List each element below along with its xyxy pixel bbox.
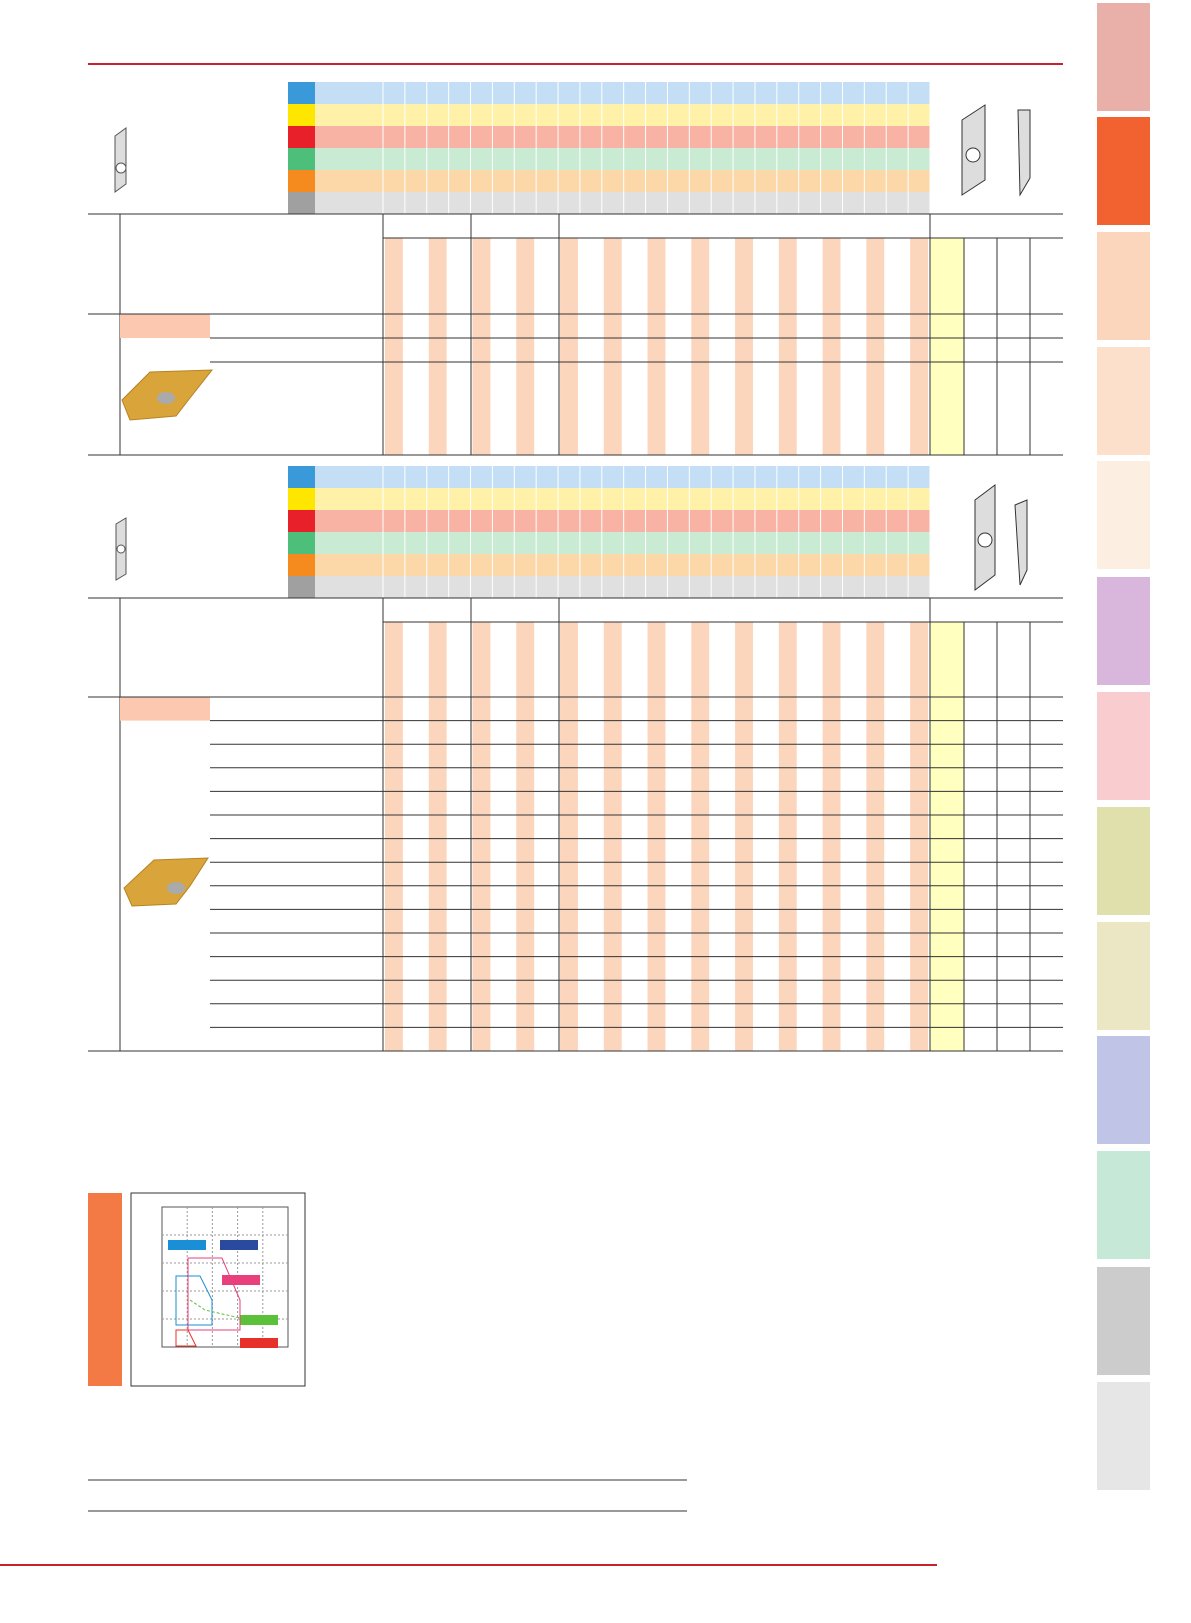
label-cell <box>120 314 210 338</box>
legend-tag <box>168 1240 206 1250</box>
col-stripe <box>691 622 710 1051</box>
grade-band <box>288 148 930 170</box>
grade-marker <box>288 192 315 214</box>
col-stripe <box>516 238 535 455</box>
figure-chart <box>161 1206 289 1348</box>
region <box>187 1257 241 1331</box>
side-tab <box>1097 347 1150 455</box>
grade-marker <box>288 554 315 576</box>
col-stripe <box>428 238 447 455</box>
grade-band <box>288 510 930 532</box>
grade-marker <box>288 510 315 532</box>
insert-screw <box>167 882 185 894</box>
plot-area <box>161 1206 289 1348</box>
region <box>189 1299 241 1319</box>
grade-marker <box>288 576 315 598</box>
grade-marker <box>288 170 315 192</box>
grade-marker <box>288 126 315 148</box>
col-stripe <box>603 622 622 1051</box>
side-tab <box>1097 807 1150 915</box>
section-bar <box>88 1193 122 1386</box>
insert-hole <box>115 162 127 174</box>
grade-band <box>288 104 930 126</box>
highlight-col <box>930 622 964 1051</box>
col-stripe <box>735 238 753 455</box>
grade-marker <box>288 104 315 126</box>
grade-band <box>288 554 930 576</box>
col-stripe <box>691 238 710 455</box>
legend-tag <box>220 1240 258 1250</box>
grade-band <box>288 170 930 192</box>
col-stripe <box>560 238 578 455</box>
side-tabs <box>1097 3 1150 1490</box>
col-stripe <box>647 622 666 1051</box>
insert-hole <box>116 544 126 554</box>
grade-marker <box>288 82 315 104</box>
region <box>175 1329 197 1347</box>
col-stripe <box>735 622 753 1051</box>
grade-marker <box>288 466 315 488</box>
side-tab <box>1097 461 1150 569</box>
col-stripe <box>822 238 841 455</box>
side-tab <box>1097 922 1150 1030</box>
col-stripe <box>866 622 885 1051</box>
col-stripe <box>385 622 403 1051</box>
col-stripe <box>472 622 491 1051</box>
col-stripe <box>778 238 797 455</box>
grade-band <box>288 576 930 598</box>
grade-marker <box>288 148 315 170</box>
legend-tag <box>240 1338 278 1348</box>
grade-band <box>288 532 930 554</box>
insert-outline <box>114 127 127 193</box>
col-stripe <box>516 622 535 1051</box>
side-tab <box>1097 692 1150 800</box>
col-stripe <box>822 622 841 1051</box>
figure-frame <box>130 1192 306 1387</box>
side-tab <box>1097 1036 1150 1144</box>
col-stripe <box>910 238 928 455</box>
col-stripe <box>428 622 447 1051</box>
insert-screw <box>157 392 175 404</box>
grade-band <box>288 466 930 488</box>
grade-band <box>288 192 930 214</box>
col-stripe <box>603 238 622 455</box>
grade-band <box>288 82 930 104</box>
grade-marker <box>288 488 315 510</box>
dimension-drawing <box>961 104 1031 591</box>
legend-tag <box>240 1315 278 1325</box>
grade-marker <box>288 532 315 554</box>
region <box>175 1275 213 1326</box>
side-tab <box>1097 1382 1150 1490</box>
col-stripe <box>647 238 666 455</box>
label-cell <box>120 697 210 721</box>
col-stripe <box>385 238 403 455</box>
col-stripe <box>560 622 578 1051</box>
grade-band <box>288 126 930 148</box>
insert-photo <box>123 857 209 907</box>
col-stripe <box>778 622 797 1051</box>
col-stripe <box>910 622 928 1051</box>
highlight-col <box>930 238 964 455</box>
col-stripe <box>866 238 885 455</box>
grade-band <box>288 488 930 510</box>
side-tab <box>1097 3 1150 111</box>
side-tab <box>1097 117 1150 225</box>
col-stripe <box>472 238 491 455</box>
side-tab <box>1097 1267 1150 1375</box>
side-tab <box>1097 577 1150 685</box>
side-tab <box>1097 232 1150 340</box>
side-tab <box>1097 1151 1150 1259</box>
tables <box>88 82 1063 1052</box>
legend-tag <box>222 1275 260 1285</box>
